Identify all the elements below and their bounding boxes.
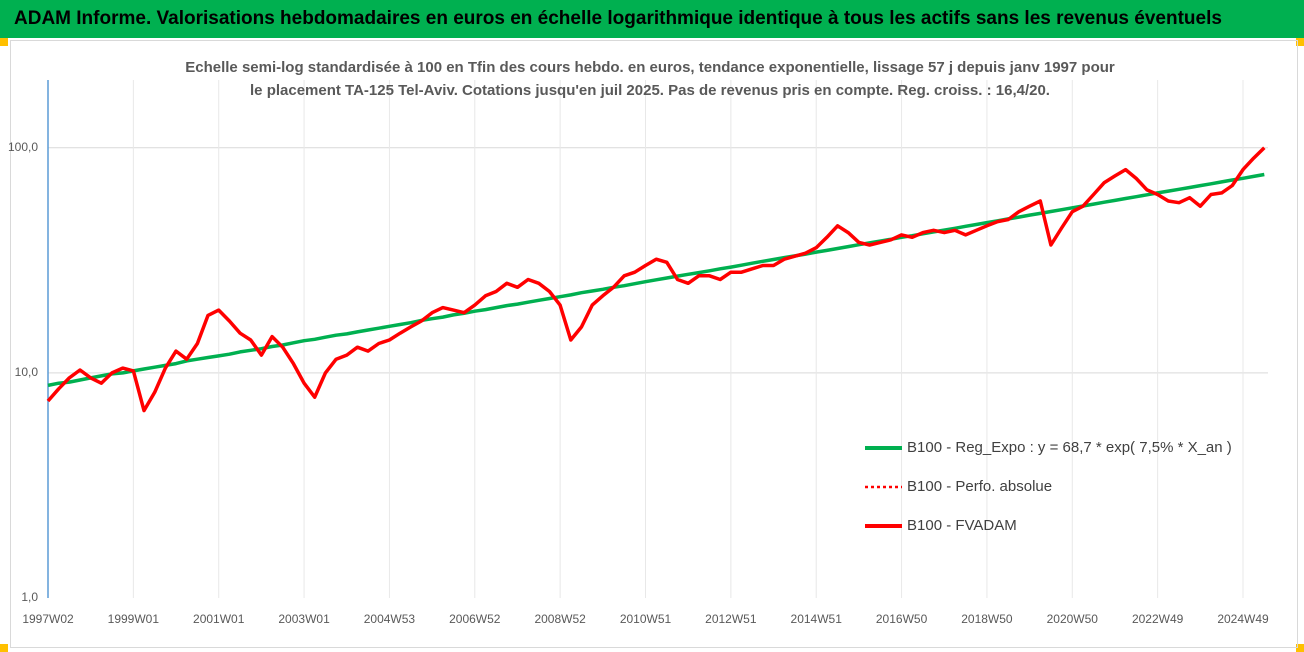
x-tick-label: 2012W51 — [705, 612, 757, 626]
x-tick-label: 2020W50 — [1047, 612, 1099, 626]
x-tick-label: 2010W51 — [620, 612, 672, 626]
corner-mark — [1296, 644, 1304, 652]
legend-label: B100 - Perfo. absolue — [907, 478, 1052, 495]
x-tick-label: 1997W02 — [22, 612, 74, 626]
x-tick-label: 2014W51 — [791, 612, 843, 626]
series-line — [46, 146, 1266, 413]
series-line — [47, 172, 1265, 388]
x-tick-label: 2004W53 — [364, 612, 416, 626]
page-header: ADAM Informe. Valorisations hebdomadaire… — [0, 0, 1304, 38]
corner-mark — [0, 38, 8, 46]
x-tick-label: 2008W52 — [534, 612, 586, 626]
y-tick-label: 1,0 — [21, 590, 38, 604]
legend-label: B100 - Reg_Expo : y = 68,7 * exp( 7,5% *… — [907, 439, 1232, 456]
x-tick-label: 1999W01 — [108, 612, 160, 626]
x-tick-label: 2016W50 — [876, 612, 928, 626]
legend-label: B100 - FVADAM — [907, 517, 1017, 534]
corner-mark — [0, 644, 8, 652]
chart-title: Echelle semi-log standardisée à 100 en T… — [185, 59, 1115, 99]
x-tick-label: 2022W49 — [1132, 612, 1184, 626]
y-tick-label: 100,0 — [8, 140, 38, 154]
x-tick-label: 2003W01 — [278, 612, 330, 626]
corner-mark — [1296, 38, 1304, 46]
x-tick-label: 2018W50 — [961, 612, 1013, 626]
chart-frame — [10, 40, 1298, 648]
x-tick-label: 2006W52 — [449, 612, 501, 626]
x-tick-label: 2024W49 — [1217, 612, 1269, 626]
y-tick-label: 10,0 — [15, 365, 39, 379]
x-tick-label: 2001W01 — [193, 612, 245, 626]
